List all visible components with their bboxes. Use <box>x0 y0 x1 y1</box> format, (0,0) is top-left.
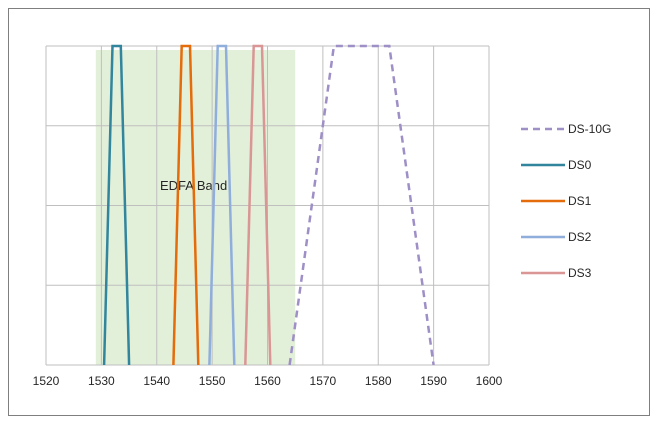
x-tick-label-1550: 1550 <box>199 374 226 388</box>
legend-label-ds0: DS0 <box>568 158 592 172</box>
x-tick-label-1570: 1570 <box>310 374 337 388</box>
x-tick-label-1520: 1520 <box>33 374 60 388</box>
chart-frame: EDFA Band 1520 1530 1540 1550 1560 1570 1580 15… <box>8 8 650 416</box>
x-tick-label-1560: 1560 <box>254 374 281 388</box>
x-tick-label-1600: 1600 <box>476 374 503 388</box>
x-tick-label-1580: 1580 <box>365 374 392 388</box>
grid-layer <box>45 45 490 366</box>
legend-layer: DS-10G DS0 DS1 DS2 DS3 <box>521 122 611 280</box>
series-layer <box>102 44 435 366</box>
legend-entry-ds1: DS1 <box>521 194 592 208</box>
tick-layer: 1520 1530 1540 1550 1560 1570 1580 1590 1600 <box>33 374 503 388</box>
series-line-ds2 <box>208 44 236 366</box>
legend-entry-ds2: DS2 <box>521 230 592 244</box>
series-line-ds1 <box>172 44 200 366</box>
legend-label-ds3: DS3 <box>568 266 592 280</box>
legend-label-ds-10g: DS-10G <box>568 122 611 136</box>
legend-entry-ds0: DS0 <box>521 158 592 172</box>
legend-label-ds2: DS2 <box>568 230 592 244</box>
edfa-band <box>95 50 296 365</box>
legend-entry-ds-10g: DS-10G <box>521 122 611 136</box>
series-line-ds3 <box>244 44 272 366</box>
legend-label-ds1: DS1 <box>568 194 592 208</box>
x-tick-label-1530: 1530 <box>88 374 115 388</box>
series-line-ds-10g <box>288 44 435 366</box>
legend-entry-ds3: DS3 <box>521 266 592 280</box>
x-tick-label-1540: 1540 <box>143 374 170 388</box>
band-layer: EDFA Band <box>95 50 296 365</box>
series-line-ds0 <box>102 44 131 366</box>
x-tick-label-1590: 1590 <box>420 374 447 388</box>
chart-svg: EDFA Band 1520 1530 1540 1550 1560 1570 1580 15… <box>33 44 611 388</box>
